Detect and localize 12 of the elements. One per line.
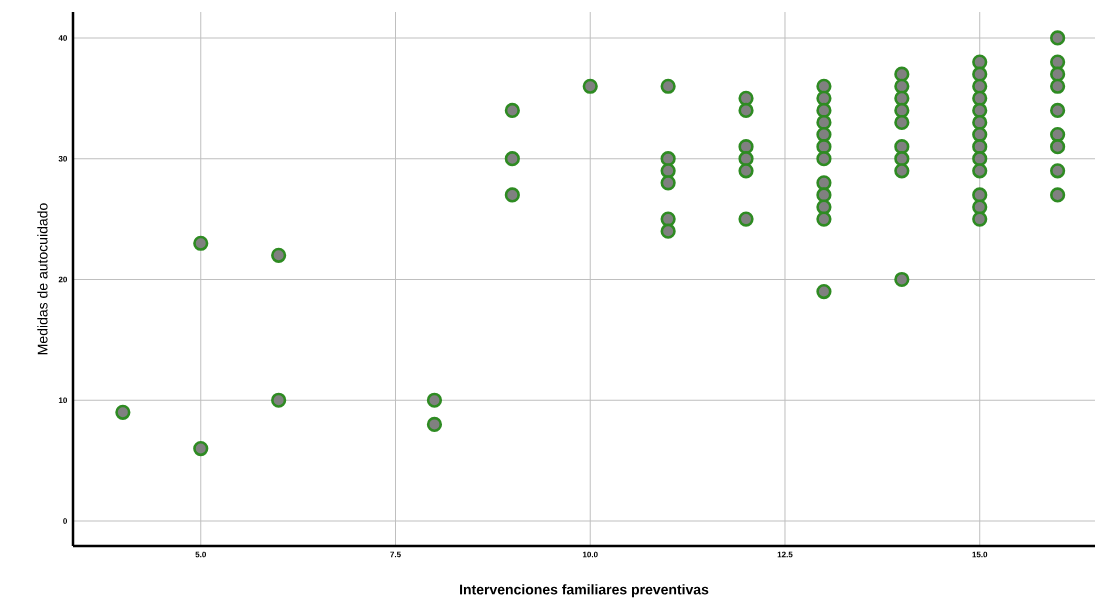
x-tick-label: 7.5 — [390, 551, 401, 558]
y-tick-label: 20 — [58, 276, 68, 283]
y-axis-title: Medidas de autocuidado — [37, 203, 48, 355]
x-axis-title: Intervenciones familiares preventivas — [460, 584, 709, 598]
y-tick-label: 40 — [58, 35, 68, 41]
x-tick-label: 12.5 — [777, 551, 793, 558]
y-tick-label: 30 — [58, 155, 68, 162]
x-tick-label: 15.0 — [972, 551, 988, 558]
y-tick-label: 10 — [58, 397, 68, 404]
x-tick-label: 5.0 — [195, 551, 206, 558]
x-tick-label: 10.0 — [582, 551, 598, 558]
y-tick-label: 0 — [63, 518, 68, 524]
